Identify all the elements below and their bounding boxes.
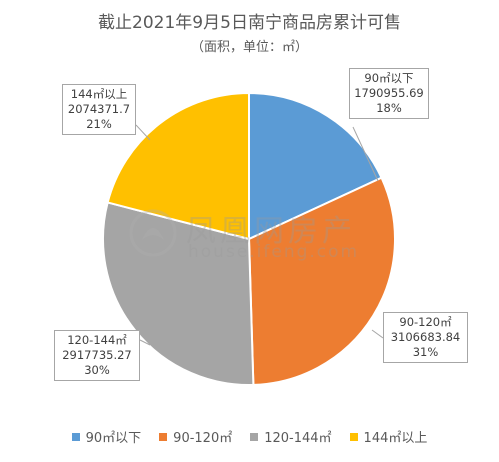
- legend-label: 90-120㎡: [173, 431, 233, 446]
- leader-line-90-120: [371, 329, 384, 339]
- legend-swatch: [250, 432, 259, 441]
- callout-90-below: 90㎡以下 1790955.69 18%: [349, 68, 429, 119]
- leader-line-144-above: [135, 124, 151, 141]
- chart-subtitle: （面积，单位：㎡）: [190, 40, 308, 55]
- ifeng-watermark: 凤凰网房产 house.ifeng.com: [128, 206, 388, 266]
- callout-90-120: 90-120㎡ 3106683.84 31%: [383, 312, 468, 363]
- legend-item-144-above: 144㎡以上: [349, 427, 428, 446]
- chart-legend: 90㎡以下 90-120㎡ 120-144㎡ 144㎡以上: [0, 427, 499, 446]
- ifeng-logo-icon: [129, 209, 177, 257]
- leader-line-120-144: [139, 339, 151, 346]
- legend-swatch: [349, 432, 358, 441]
- leader-line-90-below: [352, 126, 379, 182]
- legend-label: 144㎡以上: [363, 431, 428, 446]
- callout-label: 90-120㎡: [399, 315, 452, 329]
- callout-percent: 18%: [376, 101, 402, 115]
- watermark-url: house.ifeng.com: [188, 242, 360, 262]
- callout-percent: 30%: [84, 363, 110, 377]
- callout-label: 90㎡以下: [364, 71, 414, 85]
- callout-value: 2074371.7: [67, 102, 131, 116]
- callout-144-above: 144㎡以上 2074371.7 21%: [62, 84, 136, 135]
- chart-title: 截止2021年9月5日南宁商品房累计可售: [98, 13, 401, 33]
- legend-item-90-120: 90-120㎡: [159, 427, 232, 446]
- slice-90-below: [248, 91, 383, 241]
- legend-swatch: [159, 432, 168, 441]
- callout-120-144: 120-144㎡ 2917735.27 30%: [54, 330, 140, 381]
- callout-value: 3106683.84: [390, 330, 461, 344]
- slice-144-above: [106, 91, 250, 241]
- callout-label: 144㎡以上: [70, 87, 128, 101]
- legend-item-90-below: 90㎡以下: [71, 427, 142, 446]
- legend-label: 120-144㎡: [264, 431, 332, 446]
- callout-value: 1790955.69: [354, 86, 424, 100]
- callout-value: 2917735.27: [62, 348, 132, 362]
- callout-percent: 21%: [86, 117, 112, 131]
- legend-label: 90㎡以下: [85, 431, 142, 446]
- callout-percent: 31%: [412, 345, 439, 359]
- legend-swatch: [71, 432, 80, 441]
- watermark-text: 凤凰网房产: [186, 214, 356, 249]
- callout-label: 120-144㎡: [67, 333, 127, 347]
- legend-item-120-144: 120-144㎡: [250, 427, 332, 446]
- slice-90-120: [247, 176, 396, 386]
